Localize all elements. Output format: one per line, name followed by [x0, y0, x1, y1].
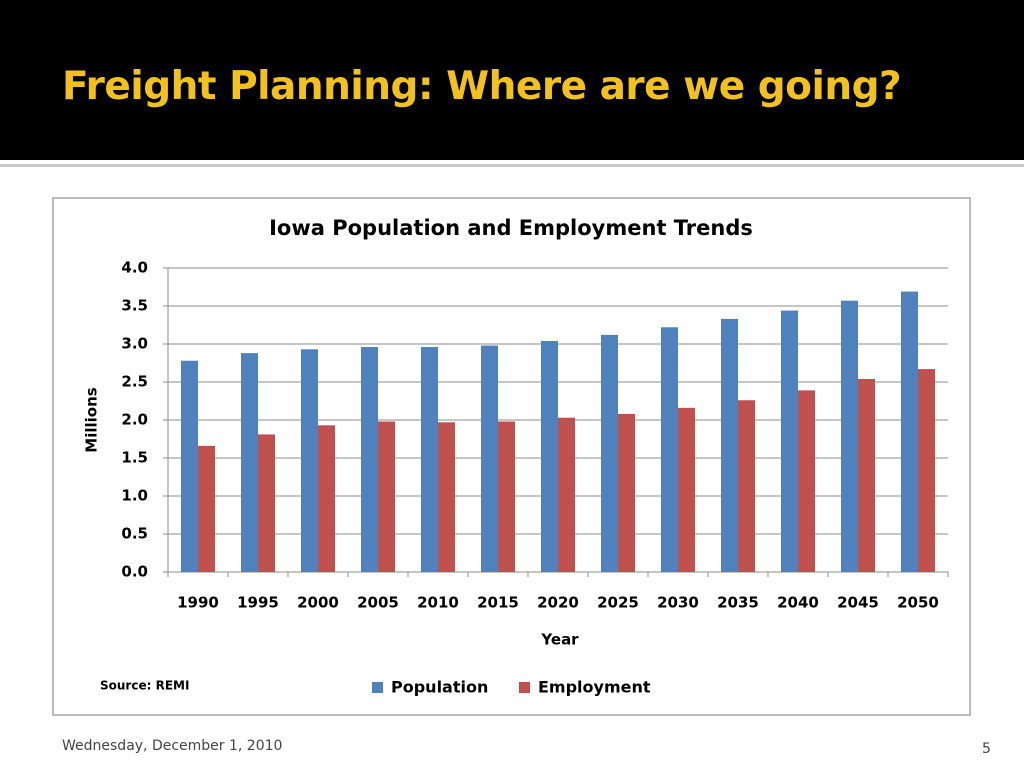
bar [781, 310, 798, 572]
y-axis-label: Millions [83, 387, 101, 452]
x-axis-label: Year [540, 631, 579, 649]
bar [241, 353, 258, 572]
x-tick-label: 2050 [897, 594, 939, 612]
page-number: 5 [982, 741, 991, 757]
y-tick-label: 4.0 [121, 259, 148, 277]
bar [618, 413, 635, 572]
x-tick-label: 2040 [777, 594, 819, 612]
legend-swatch [372, 682, 383, 693]
bar [918, 369, 935, 572]
bar [361, 347, 378, 572]
bar [378, 421, 395, 572]
y-tick-label: 1.5 [121, 449, 148, 467]
bar [438, 422, 455, 572]
header-bar [0, 0, 1024, 160]
y-tick-label: 2.5 [121, 373, 148, 391]
x-tick-label: 2045 [837, 594, 879, 612]
bar [481, 345, 498, 572]
bar [841, 300, 858, 572]
bar [738, 400, 755, 572]
bar [421, 347, 438, 572]
bar [318, 425, 335, 572]
bar [901, 291, 918, 572]
x-tick-label: 2030 [657, 594, 699, 612]
bar [601, 334, 618, 572]
legend-label: Employment [538, 678, 651, 697]
x-tick-label: 1990 [177, 594, 219, 612]
x-tick-label: 1995 [237, 594, 279, 612]
x-tick-label: 2035 [717, 594, 759, 612]
slide-title: Freight Planning: Where are we going? [62, 64, 902, 109]
y-tick-label: 3.0 [121, 335, 148, 353]
bar [721, 318, 738, 572]
x-tick-label: 2015 [477, 594, 519, 612]
bar [198, 445, 215, 572]
y-tick-label: 3.5 [121, 297, 148, 315]
legend-swatch [519, 682, 530, 693]
bar [661, 327, 678, 572]
chart-title: Iowa Population and Employment Trends [269, 216, 753, 240]
bar [181, 360, 198, 572]
bar [541, 340, 558, 572]
source-note: Source: REMI [100, 679, 189, 693]
x-tick-label: 2005 [357, 594, 399, 612]
y-tick-label: 0.0 [121, 563, 148, 581]
bar [258, 434, 275, 572]
legend-label: Population [391, 678, 488, 697]
bar [558, 417, 575, 572]
bar [301, 349, 318, 572]
y-tick-label: 1.0 [121, 487, 148, 505]
x-tick-label: 2000 [297, 594, 339, 612]
header-rule [0, 164, 1024, 167]
footer-date: Wednesday, December 1, 2010 [62, 738, 283, 754]
x-tick-label: 2010 [417, 594, 459, 612]
bar [678, 407, 695, 572]
y-tick-label: 0.5 [121, 525, 148, 543]
y-tick-label: 2.0 [121, 411, 148, 429]
bar [498, 421, 515, 572]
bar [858, 378, 875, 572]
x-tick-label: 2025 [597, 594, 639, 612]
bar [798, 390, 815, 572]
x-tick-label: 2020 [537, 594, 579, 612]
